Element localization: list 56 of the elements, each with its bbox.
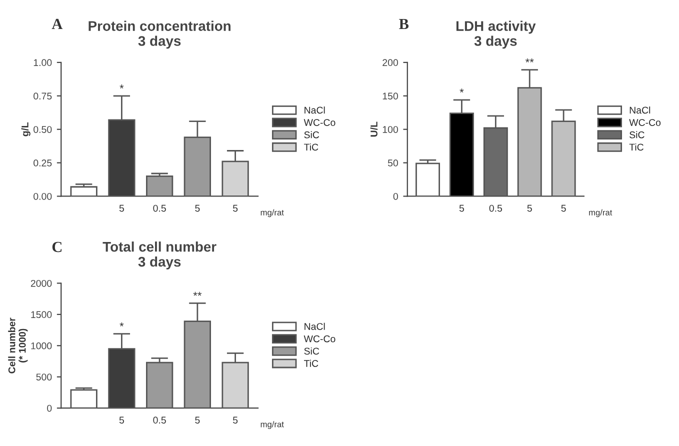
y-tick-label: 0.00 — [34, 192, 52, 200]
x-tick-label: 5 — [232, 204, 238, 212]
legend-label: TiC — [304, 143, 318, 151]
y-tick-label: 0.75 — [34, 92, 52, 100]
data-label: * — [120, 322, 124, 326]
text: A — [52, 18, 63, 29]
y-tick-label: 150 — [382, 92, 398, 100]
text: B — [399, 18, 409, 30]
y-tick-label: 50 — [388, 160, 398, 166]
y-tick-label: 0.25 — [34, 160, 52, 166]
x-tick-label: 5 — [195, 416, 200, 424]
legend-label: WC-Co — [629, 119, 661, 126]
legend-label: NaCl — [630, 106, 650, 114]
y-axis-title: Cell number (* 1000) — [8, 318, 28, 374]
y-tick-label: 1000 — [31, 342, 52, 350]
y-axis-title: g/L — [21, 122, 30, 136]
x-tick-label: 5 — [195, 204, 200, 212]
data-label: ** — [525, 58, 534, 62]
text: C — [52, 242, 62, 252]
legend-label: TiC — [304, 360, 318, 367]
legend-label: SiC — [304, 347, 320, 355]
x-tick-label: 0.5 — [153, 416, 166, 424]
legend-label: NaCl — [304, 106, 325, 114]
text: mg/rat — [260, 209, 284, 218]
x-tick-label: 5 — [232, 416, 238, 424]
y-tick-label: 2000 — [30, 280, 52, 287]
x-tick-label: 0.5 — [153, 204, 166, 212]
x-tick-label: 5 — [561, 204, 566, 212]
y-tick-label: 200 — [382, 59, 398, 66]
legend-label: NaCl — [304, 322, 325, 330]
y-axis-title: U/L — [370, 122, 378, 137]
y-tick-label: 1.00 — [34, 59, 52, 66]
data-label: ** — [193, 292, 202, 296]
legend-label: SiC — [304, 131, 320, 138]
text: mg/rat — [260, 421, 284, 429]
y-tick-label: 0.50 — [34, 126, 52, 133]
x-tick-label: 0.5 — [489, 204, 502, 212]
chart-title: Protein concentration 3 days — [88, 20, 230, 49]
data-label: * — [120, 84, 124, 88]
legend-label: WC-Co — [304, 119, 336, 126]
y-tick-label: 100 — [382, 126, 398, 133]
text: mg/rat — [589, 209, 612, 218]
x-tick-label: 5 — [459, 204, 464, 212]
x-tick-label: 5 — [119, 204, 124, 212]
legend-label: SiC — [630, 131, 644, 138]
data-label: * — [460, 88, 464, 92]
legend-label: TiC — [629, 143, 644, 151]
y-tick-label: 1500 — [31, 311, 52, 318]
y-tick-label: 500 — [36, 374, 52, 380]
legend-label: WC-Co — [304, 335, 336, 342]
y-tick-label: 0 — [47, 404, 52, 412]
x-tick-label: 5 — [119, 416, 124, 424]
y-tick-label: 0 — [393, 192, 398, 200]
x-tick-label: 5 — [527, 204, 532, 212]
chart-title: LDH activity 3 days — [456, 20, 536, 49]
chart-title: Total cell number 3 days — [102, 242, 216, 270]
